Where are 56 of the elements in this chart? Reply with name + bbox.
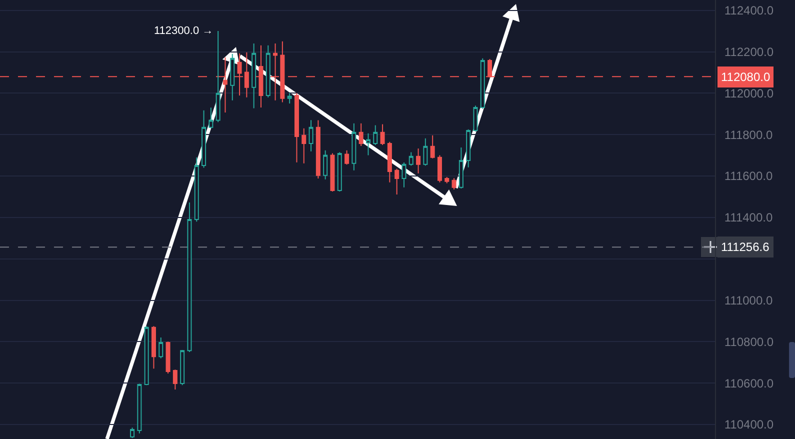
y-tick-label: 110800.0: [724, 334, 774, 349]
candlestick: [294, 92, 299, 163]
candlestick: [180, 349, 185, 386]
annotation: 112300.0 →: [154, 25, 214, 37]
candlestick: [208, 107, 214, 129]
candlestick: [366, 132, 370, 156]
candlestick: [230, 53, 235, 101]
ref-line-label: 112080.0: [721, 70, 770, 84]
candlestick: [316, 120, 320, 179]
candlestick: [252, 42, 256, 109]
y-tick-label: 110400.0: [724, 418, 774, 432]
candlestick: [337, 152, 342, 192]
candlestick: [444, 176, 450, 184]
candlestick: [387, 141, 392, 183]
ref-line-label: 111256.6: [721, 240, 770, 254]
candlestick: [287, 92, 292, 104]
candlestick: [458, 146, 464, 189]
candlestick: [266, 44, 270, 98]
candlestick: [352, 122, 356, 171]
candlestick: [394, 168, 400, 195]
candlestick: [166, 341, 170, 374]
candlestick: [137, 383, 142, 434]
candlestick: [302, 128, 306, 164]
candlestick: [216, 30, 220, 123]
candlestick: [202, 110, 206, 168]
candlestick: [430, 134, 435, 159]
candlestick: [402, 162, 406, 188]
candlestick: [423, 138, 428, 166]
candlestick: [452, 178, 456, 190]
candlestick: [308, 120, 314, 152]
candlestick: [358, 122, 364, 146]
y-tick-label: 111600.0: [724, 169, 773, 184]
candlestick: [172, 369, 178, 390]
candlestick: [380, 124, 385, 146]
candlestick: [344, 150, 350, 166]
candlestick: [466, 128, 471, 168]
candlestick: [373, 124, 378, 146]
y-tick-label: 112000.0: [724, 86, 774, 100]
candlestick: [158, 337, 164, 359]
candlestick: [330, 152, 335, 192]
candlestick: [473, 105, 478, 132]
candlestick: [480, 58, 485, 110]
y-tick-label: 111800.0: [724, 128, 773, 142]
y-tick-label: 110600.0: [724, 376, 774, 390]
candlestick: [187, 202, 192, 353]
y-tick-label: 111000.0: [724, 293, 773, 308]
candlestick: [323, 150, 328, 180]
y-tick-label: 112200.0: [724, 44, 774, 59]
candlestick: [151, 326, 156, 370]
candlestick: [437, 154, 442, 183]
candlestick: [144, 326, 149, 386]
y-tick-label: 111400.0: [724, 210, 773, 225]
y-tick-label: 112400.0: [724, 4, 774, 18]
candlestick: [416, 148, 421, 174]
candlestick: [194, 156, 199, 222]
candlestick: [408, 152, 414, 166]
